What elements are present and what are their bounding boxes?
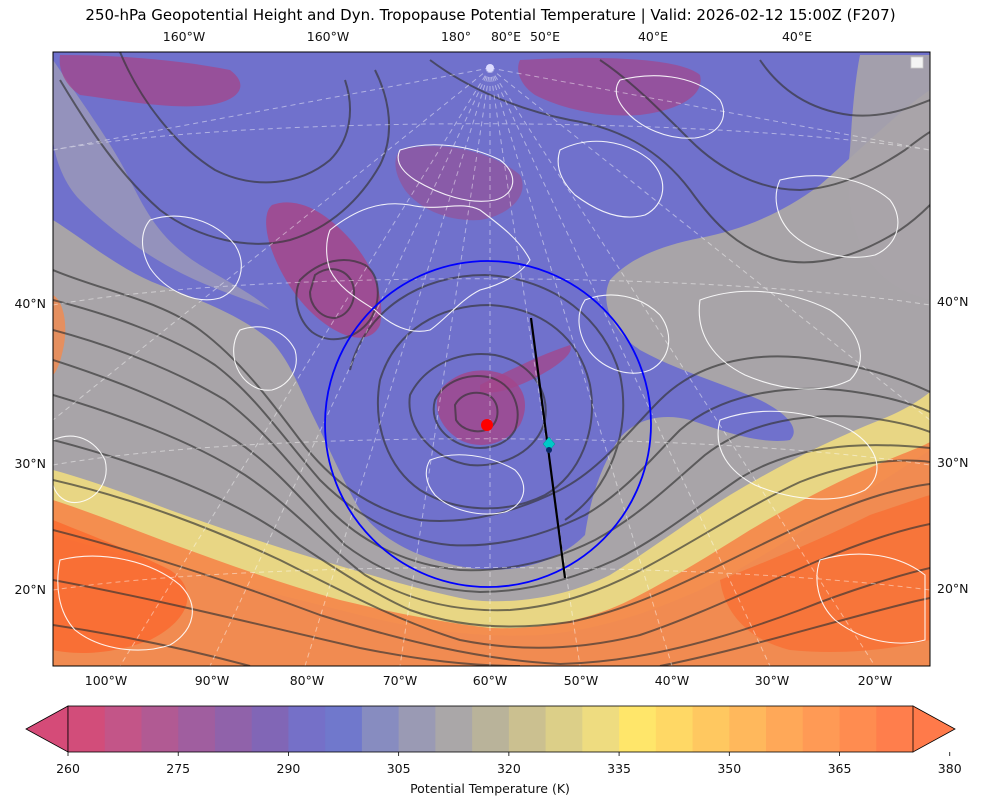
colorbar-segment [104,706,143,752]
graticule [53,67,930,666]
colorbar-segment [68,706,106,752]
hot-core-southwest [53,520,188,653]
colorbar-segment [178,706,216,752]
colorbar-tick-label: 290 [277,761,301,776]
colorbar-tick-label: 260 [56,761,80,776]
legend-box[interactable] [910,56,924,69]
colorbar-segment [398,706,436,752]
cold-core-north [59,55,241,107]
western-edge-warm [53,295,66,375]
colorbar-extend-high [912,705,956,753]
bottom-lon-label: 50°W [564,673,599,688]
right-lat-label: 30°N [937,455,969,470]
colorbar-segment [545,706,583,752]
colorbar-segment [141,706,179,752]
colorbar-label: Potential Temperature (K) [410,781,570,796]
bottom-lon-label: 30°W [755,673,790,688]
top-lon-label: 80°E [491,29,521,44]
target-point-dot [546,447,552,453]
cold-core-northeast [518,57,701,116]
colorbar-segment [839,706,877,752]
colorbar-segment [435,706,473,752]
western-ridge-air [53,60,270,310]
colorbar-segment [508,706,547,752]
colorbar-ticks: 260 275 290 305 320 335 350 365 380 [56,752,962,776]
colorbar-tick-label: 365 [828,761,852,776]
bottom-lon-label: 60°W [473,673,508,688]
coastlines [53,75,926,651]
left-lat-labels: 40°N 30°N 20°N [14,296,46,597]
right-lat-label: 20°N [937,581,969,596]
bottom-lon-label: 80°W [290,673,325,688]
colorbar-segment [692,706,730,752]
colorbar-segment [251,706,290,752]
top-lon-label: 40°E [638,29,668,44]
colorbar-segment [619,706,657,752]
colorbar-segment [729,706,767,752]
right-lat-labels: 40°N 30°N 20°N [937,294,969,596]
bottom-lon-label: 20°W [858,673,893,688]
colorbar-tick-label: 380 [938,761,962,776]
right-lat-label: 40°N [937,294,969,309]
colorbar-tick-label: 305 [387,761,411,776]
colorbar-segment [472,706,510,752]
cold-core-north-central [395,146,523,221]
colorbar-extend-low [25,705,69,753]
bottom-lon-label: 100°W [85,673,127,688]
top-lon-label: 40°E [782,29,812,44]
top-lon-labels: 160°W 160°W 180° 80°E 50°E 40°E 40°E [163,29,812,44]
top-lon-label: 180° [441,29,471,44]
top-lon-label: 160°W [163,29,205,44]
colorbar-segment [766,706,804,752]
colorbar-tick-label: 320 [497,761,521,776]
left-lat-label: 40°N [14,296,46,311]
left-lat-label: 30°N [14,456,46,471]
hot-core-southeast [720,495,930,652]
bottom-lon-label: 90°W [195,673,230,688]
colorbar-tick-label: 275 [166,761,190,776]
chart-title: 250-hPa Geopotential Height and Dyn. Tro… [85,6,896,24]
colorbar-segment [582,706,620,752]
colorbar-segment [802,706,841,752]
top-lon-label: 160°W [307,29,349,44]
hot-airmass-south [53,442,930,666]
colorbar-segment [361,706,400,752]
map-frame [52,51,931,667]
colorbar-segment [288,706,326,752]
colorbar-segment [325,706,363,752]
left-lat-label: 20°N [14,582,46,597]
map-panel[interactable] [53,52,930,666]
colorbar-segment [214,706,253,752]
colorbar-segments [68,706,914,752]
bottom-lon-label: 70°W [383,673,418,688]
bottom-lon-label: 40°W [655,673,690,688]
colorbar-segment [655,706,694,752]
colorbar-segment [876,706,914,752]
colorbar-tick-label: 335 [607,761,631,776]
range-circle[interactable] [324,260,652,588]
bottom-lon-labels: 100°W 90°W 80°W 70°W 60°W 50°W 40°W 30°W… [85,673,892,688]
colorbar-tick-label: 350 [717,761,741,776]
pole-point [486,64,494,72]
colorbar-frame [67,705,914,753]
top-lon-label: 50°E [530,29,560,44]
colorbar: 260 275 290 305 320 335 350 365 380 Potential Te… [25,705,962,796]
trough-center-marker[interactable] [481,419,493,431]
